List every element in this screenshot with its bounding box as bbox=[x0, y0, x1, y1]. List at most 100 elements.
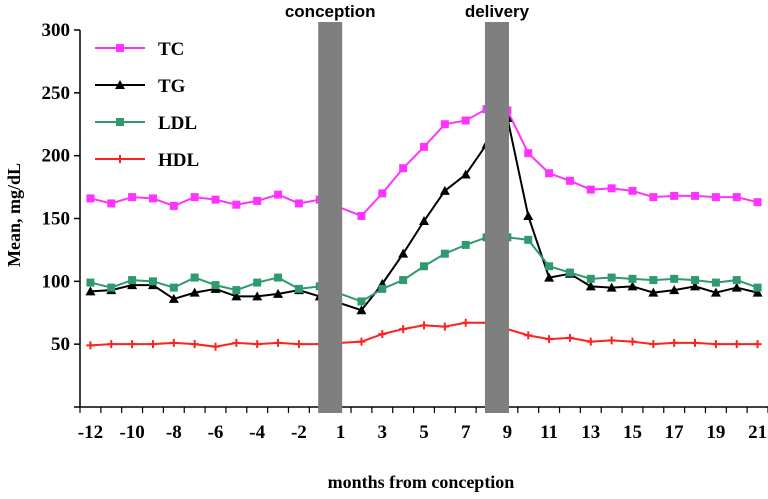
data-point bbox=[232, 286, 241, 295]
legend-label: LDL bbox=[158, 113, 197, 134]
data-point bbox=[711, 340, 720, 349]
y-tick-labels: 50 100 150 200 250 300 bbox=[42, 20, 71, 355]
x-tick-label: 11 bbox=[540, 422, 558, 443]
data-point bbox=[294, 340, 303, 349]
legend-item-hdl: HDL bbox=[95, 150, 199, 171]
data-point bbox=[189, 287, 200, 297]
data-point bbox=[294, 199, 303, 208]
data-point bbox=[127, 280, 138, 290]
legend-item-ldl: LDL bbox=[95, 113, 197, 134]
y-tick-label: 200 bbox=[42, 146, 71, 167]
data-point bbox=[211, 195, 220, 204]
legend-item-tg: TG bbox=[95, 76, 186, 97]
data-point bbox=[607, 184, 616, 193]
data-point bbox=[649, 193, 658, 202]
y-tick-label: 150 bbox=[42, 209, 71, 230]
data-point bbox=[545, 335, 554, 344]
series-layer bbox=[85, 105, 763, 351]
data-point bbox=[356, 305, 367, 315]
data-point bbox=[86, 194, 95, 203]
data-point bbox=[420, 142, 428, 151]
data-point bbox=[523, 210, 534, 220]
data-point bbox=[169, 338, 178, 347]
data-point bbox=[115, 80, 125, 89]
data-point bbox=[378, 330, 387, 339]
data-point bbox=[357, 211, 366, 220]
data-point bbox=[670, 191, 679, 200]
data-point bbox=[148, 340, 157, 349]
x-tick-label: -2 bbox=[291, 422, 307, 443]
event-bars: conception delivery bbox=[285, 2, 530, 413]
y-tick-label: 300 bbox=[42, 20, 71, 41]
x-axis-title: months from conception bbox=[328, 472, 515, 492]
data-point bbox=[274, 190, 283, 199]
data-point bbox=[732, 340, 741, 349]
data-point bbox=[565, 333, 574, 342]
event-bar bbox=[484, 22, 509, 413]
y-axis-title: Mean, mg/dL bbox=[4, 163, 24, 267]
event-label: delivery bbox=[465, 2, 530, 21]
data-point bbox=[649, 276, 658, 285]
data-point bbox=[670, 274, 679, 283]
data-point bbox=[607, 336, 616, 345]
data-point bbox=[419, 216, 429, 226]
data-point bbox=[460, 169, 471, 179]
y-tick-label: 100 bbox=[42, 271, 71, 292]
x-tick-label: 9 bbox=[503, 422, 513, 443]
x-tick-label: -12 bbox=[78, 422, 103, 443]
data-point bbox=[190, 273, 199, 282]
data-point bbox=[440, 249, 449, 258]
data-point bbox=[190, 340, 199, 349]
data-point bbox=[85, 286, 96, 296]
x-tick-label: 15 bbox=[623, 422, 642, 443]
data-point bbox=[211, 281, 220, 290]
legend-item-tc: TC bbox=[95, 39, 184, 60]
data-point bbox=[691, 338, 700, 347]
data-point bbox=[169, 283, 178, 292]
x-tick-label: -4 bbox=[249, 422, 265, 443]
data-point bbox=[253, 340, 262, 349]
data-point bbox=[399, 325, 408, 334]
data-point bbox=[607, 273, 616, 282]
legend: TC TG LDL HDL bbox=[95, 39, 199, 171]
data-point bbox=[168, 293, 179, 303]
data-point bbox=[565, 268, 574, 277]
data-point bbox=[711, 278, 720, 287]
data-point bbox=[211, 342, 220, 351]
data-point bbox=[524, 235, 533, 244]
data-point bbox=[357, 337, 366, 346]
data-point bbox=[586, 274, 595, 283]
data-point bbox=[586, 337, 595, 346]
legend-label: HDL bbox=[158, 150, 199, 171]
x-tick-label: 19 bbox=[706, 422, 725, 443]
data-point bbox=[252, 291, 263, 301]
data-point bbox=[148, 277, 157, 286]
data-point bbox=[107, 340, 116, 349]
data-point bbox=[710, 287, 721, 297]
axes bbox=[74, 29, 768, 413]
data-point bbox=[232, 338, 241, 347]
data-point bbox=[232, 200, 241, 209]
data-point bbox=[753, 283, 762, 292]
data-point bbox=[753, 340, 762, 349]
data-point bbox=[128, 276, 137, 285]
data-point bbox=[107, 199, 116, 208]
data-point bbox=[107, 283, 116, 292]
x-tick-label: 17 bbox=[665, 422, 685, 443]
data-point bbox=[116, 155, 124, 163]
y-tick-label: 50 bbox=[51, 334, 70, 355]
x-tick-label: 21 bbox=[748, 422, 767, 443]
data-point bbox=[628, 274, 637, 283]
data-point bbox=[420, 321, 428, 330]
y-tick-label: 250 bbox=[42, 83, 71, 104]
data-point bbox=[398, 248, 409, 258]
data-point bbox=[439, 185, 450, 195]
event-bar bbox=[318, 22, 343, 413]
data-point bbox=[86, 341, 95, 350]
data-point bbox=[628, 186, 637, 195]
data-point bbox=[648, 287, 659, 297]
data-point bbox=[691, 191, 700, 200]
data-point bbox=[190, 193, 199, 202]
data-point bbox=[420, 262, 428, 271]
